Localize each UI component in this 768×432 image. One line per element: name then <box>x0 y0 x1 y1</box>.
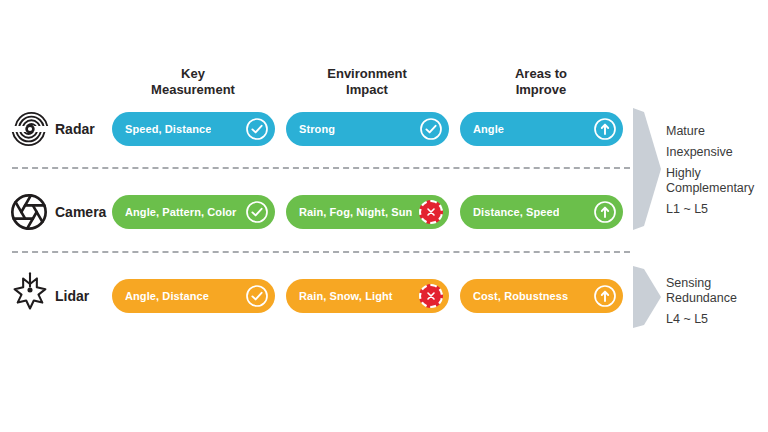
pill-camera-environment-impact: Rain, Fog, Night, Sun <box>286 195 449 229</box>
annotation-line: Sensing Redundance <box>666 276 768 306</box>
annotation-line: L1 ~ L5 <box>666 202 768 217</box>
arrow-up-circle-icon <box>593 200 617 224</box>
column-header-environment-impact: Environment Impact <box>322 66 412 97</box>
radar-icon <box>10 108 50 154</box>
pill-text: Speed, Distance <box>125 123 211 135</box>
pill-camera-areas-to-improve: Distance, Speed <box>460 195 623 229</box>
check-circle-icon <box>245 284 269 308</box>
row-label-camera: Camera <box>55 204 106 220</box>
pill-text: Angle, Pattern, Color <box>125 206 237 218</box>
column-header-areas-to-improve: Areas to Improve <box>496 66 586 97</box>
sensor-comparison-diagram: Key Measurement Environment Impact Areas… <box>0 0 768 432</box>
bracket-radar-camera <box>633 108 663 230</box>
pill-lidar-key-measurement: Angle, Distance <box>112 279 275 313</box>
arrow-up-circle-icon <box>593 284 617 308</box>
cross-circle-icon <box>419 284 443 308</box>
pill-text: Distance, Speed <box>473 206 559 218</box>
check-circle-icon <box>419 117 443 141</box>
bracket-lidar <box>633 266 663 328</box>
pill-radar-environment-impact: Strong <box>286 112 449 146</box>
row-label-radar: Radar <box>55 121 95 137</box>
pill-text: Rain, Fog, Night, Sun <box>299 206 412 218</box>
check-circle-icon <box>245 200 269 224</box>
pill-lidar-environment-impact: Rain, Snow, Light <box>286 279 449 313</box>
pill-text: Strong <box>299 123 335 135</box>
lidar-star-icon <box>11 272 49 319</box>
annotation-radar-camera: Mature Inexpensive Highly Complementary … <box>666 124 768 223</box>
pill-text: Angle, Distance <box>125 290 209 302</box>
pill-text: Angle <box>473 123 504 135</box>
pill-text: Cost, Robustness <box>473 290 568 302</box>
pill-radar-areas-to-improve: Angle <box>460 112 623 146</box>
annotation-lidar: Sensing Redundance L4 ~ L5 <box>666 276 768 333</box>
pill-radar-key-measurement: Speed, Distance <box>112 112 275 146</box>
aperture-icon <box>9 192 49 236</box>
dashed-separator <box>12 167 630 169</box>
row-label-lidar: Lidar <box>55 288 89 304</box>
annotation-line: Highly Complementary <box>666 166 768 196</box>
annotation-line: Mature <box>666 124 768 139</box>
cross-circle-icon <box>419 200 443 224</box>
dashed-separator <box>12 251 630 253</box>
arrow-up-circle-icon <box>593 117 617 141</box>
pill-text: Rain, Snow, Light <box>299 290 393 302</box>
check-circle-icon <box>245 117 269 141</box>
pill-lidar-areas-to-improve: Cost, Robustness <box>460 279 623 313</box>
annotation-line: L4 ~ L5 <box>666 312 768 327</box>
column-header-key-measurement: Key Measurement <box>148 66 238 97</box>
pill-camera-key-measurement: Angle, Pattern, Color <box>112 195 275 229</box>
annotation-line: Inexpensive <box>666 145 768 160</box>
